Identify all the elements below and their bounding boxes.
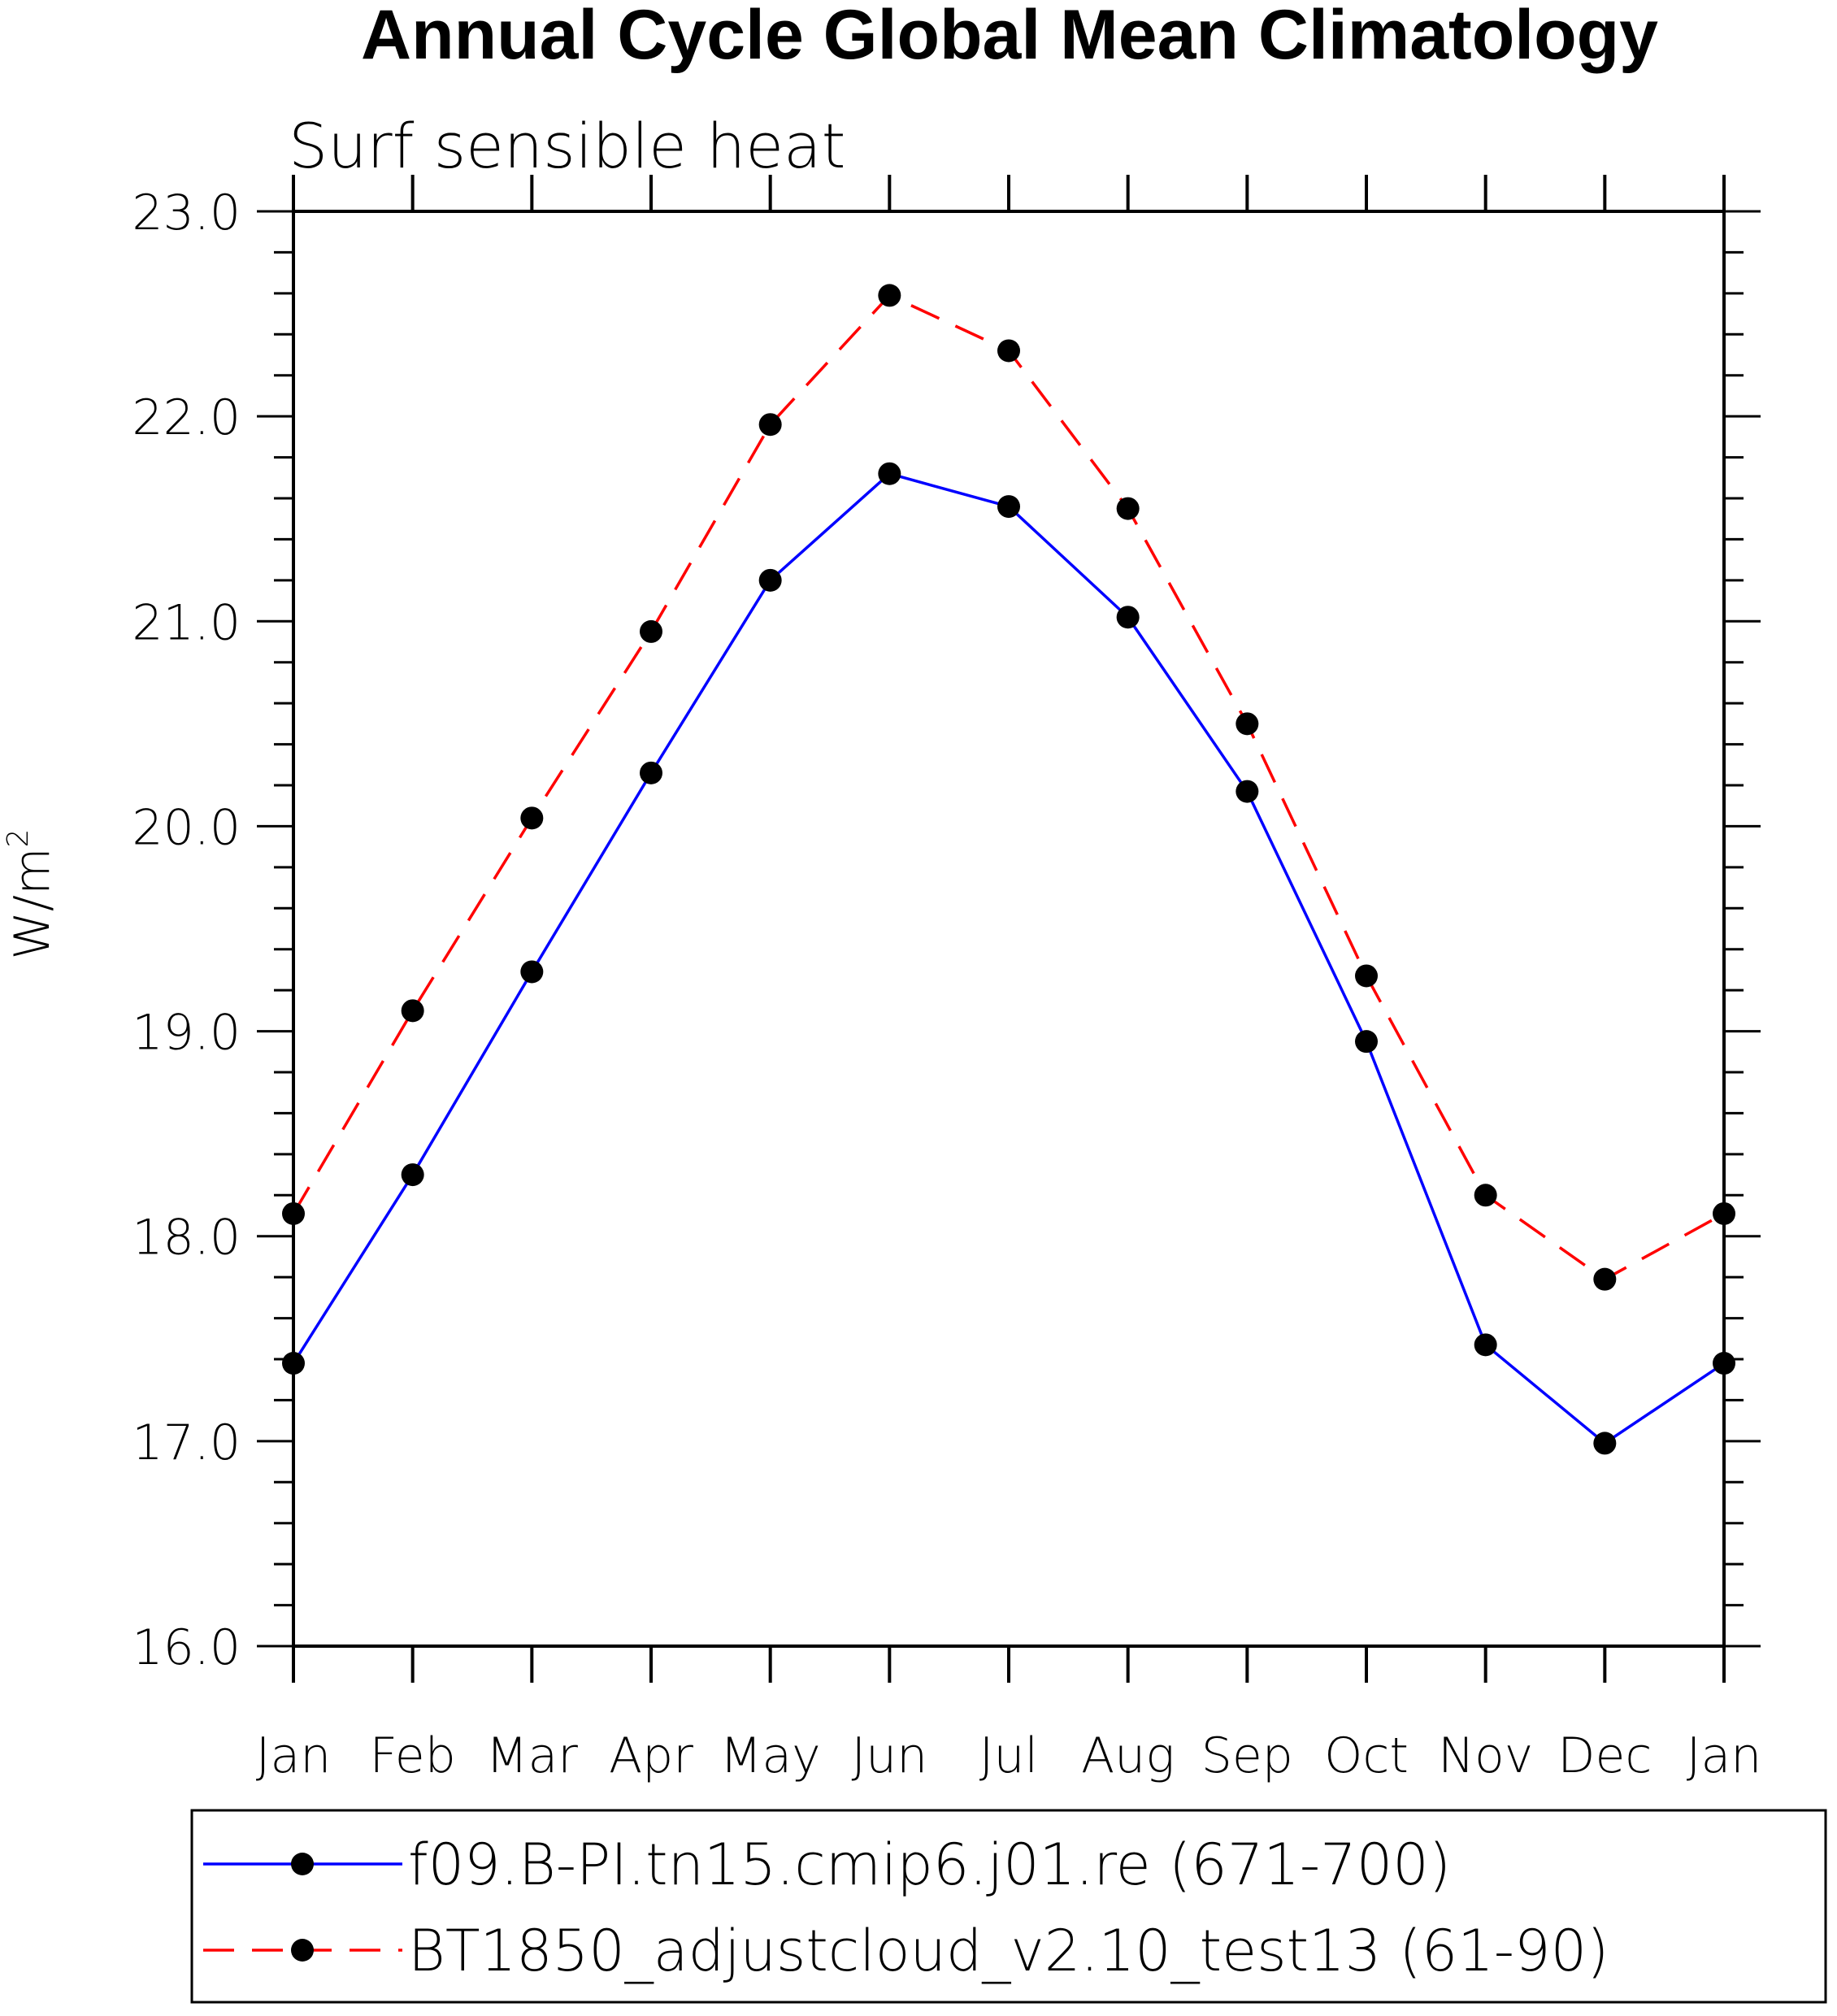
x-tick-label: Jan: [256, 1727, 332, 1784]
legend-marker: [291, 1939, 314, 1962]
chart-subtitle: Surf sensible heat: [289, 110, 845, 182]
data-point: [1116, 606, 1140, 629]
data-point: [1355, 1030, 1378, 1054]
series-line-1: [292, 471, 1725, 1445]
y-tick-label: 16.0: [132, 1619, 241, 1676]
x-tick-label: Nov: [1438, 1727, 1533, 1784]
data-point: [997, 495, 1020, 519]
chart-title: Annual Cycle Global Mean Climatology: [361, 0, 1658, 74]
y-tick-label: 19.0: [132, 1005, 241, 1062]
x-tick-label: Jun: [851, 1727, 927, 1784]
data-point: [401, 1163, 424, 1187]
data-point: [401, 999, 424, 1023]
data-point: [878, 284, 901, 307]
data-point: [997, 339, 1020, 363]
data-point: [1593, 1432, 1617, 1455]
x-tick-label: Aug: [1081, 1727, 1175, 1784]
x-tick-label: Feb: [370, 1727, 456, 1784]
y-axis-label: W/m2: [2, 829, 61, 960]
data-point: [520, 806, 544, 830]
legend-box: [190, 1809, 1827, 2004]
x-tick-label: Sep: [1201, 1727, 1293, 1784]
data-point: [1355, 964, 1378, 988]
data-point: [1236, 780, 1259, 803]
data-point: [640, 619, 662, 643]
x-tick-label: Dec: [1557, 1727, 1652, 1784]
y-tick-label: 17.0: [132, 1414, 241, 1471]
data-point: [758, 568, 782, 592]
x-tick-label: Mar: [486, 1727, 579, 1784]
data-point: [520, 960, 544, 984]
data-point: [1474, 1184, 1497, 1207]
data-point: [1713, 1201, 1735, 1225]
data-point: [1474, 1333, 1497, 1357]
series-line-2: [292, 293, 1725, 1281]
y-tick-label: 22.0: [132, 389, 241, 446]
y-tick-label: 23.0: [132, 185, 241, 241]
data-point: [282, 1201, 305, 1225]
data-point: [878, 462, 901, 485]
data-point: [640, 761, 662, 784]
plot-frame: [292, 210, 1726, 1648]
x-tick-label: Oct: [1324, 1727, 1409, 1784]
x-tick-label: Jul: [979, 1727, 1038, 1784]
y-tick-label: 20.0: [132, 799, 241, 856]
data-point: [1593, 1267, 1617, 1291]
y-tick-label: 18.0: [132, 1210, 241, 1267]
legend-label: f09.B-PI.tn15.cmip6.j01.re (671-700): [408, 1831, 1451, 1898]
data-point: [758, 413, 782, 437]
y-tick-label: 21.0: [132, 594, 241, 651]
legend-label: BT1850_adjustcloud_v2.10_test13 (61-90): [408, 1918, 1609, 1984]
x-tick-label: May: [720, 1727, 821, 1784]
data-point: [1116, 497, 1140, 520]
data-point: [1713, 1352, 1735, 1375]
x-tick-label: Apr: [609, 1727, 693, 1784]
legend-marker: [291, 1853, 314, 1875]
data-point: [1236, 712, 1259, 736]
x-tick-label: Jan: [1687, 1727, 1762, 1784]
data-point: [282, 1352, 305, 1375]
